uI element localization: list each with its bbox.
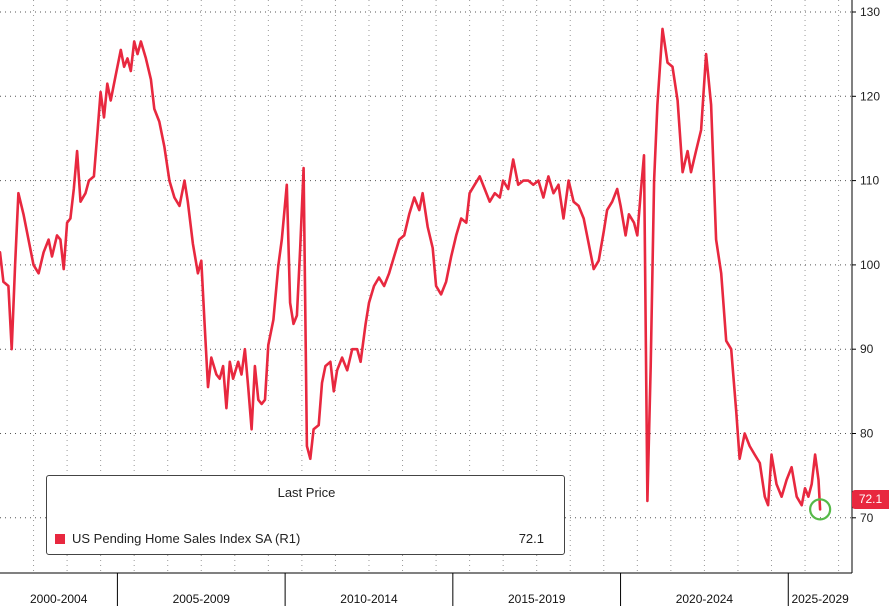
series-layer [0,27,822,511]
legend-title: Last Price [277,485,336,500]
x-tick-label: 2015-2019 [508,592,566,606]
x-tick-label: 2010-2014 [340,592,398,606]
series-line [0,27,822,511]
y-tick-label: 70 [860,511,874,525]
legend-swatch [55,534,65,544]
legend-series-name: US Pending Home Sales Index SA (R1) [72,531,301,546]
y-tick-label: 90 [860,342,874,356]
y-tick-label: 130 [860,5,880,19]
y-tick-label: 80 [860,427,874,441]
y-tick-label: 100 [860,258,880,272]
y-tick-label: 120 [860,89,880,103]
last-value-badge: 72.1 [852,490,889,510]
x-tick-label: 2020-2024 [676,592,734,606]
x-tick-label: 2025-2029 [791,592,849,606]
legend: Last Price US Pending Home Sales Index S… [46,475,565,555]
y-tick-label: 110 [860,174,879,188]
x-tick-label: 2005-2009 [173,592,231,606]
legend-series-value: 72.1 [518,531,544,546]
marker-layer [809,498,832,521]
x-tick-label: 2000-2004 [30,592,88,606]
last-value-highlight-circle [809,498,832,521]
